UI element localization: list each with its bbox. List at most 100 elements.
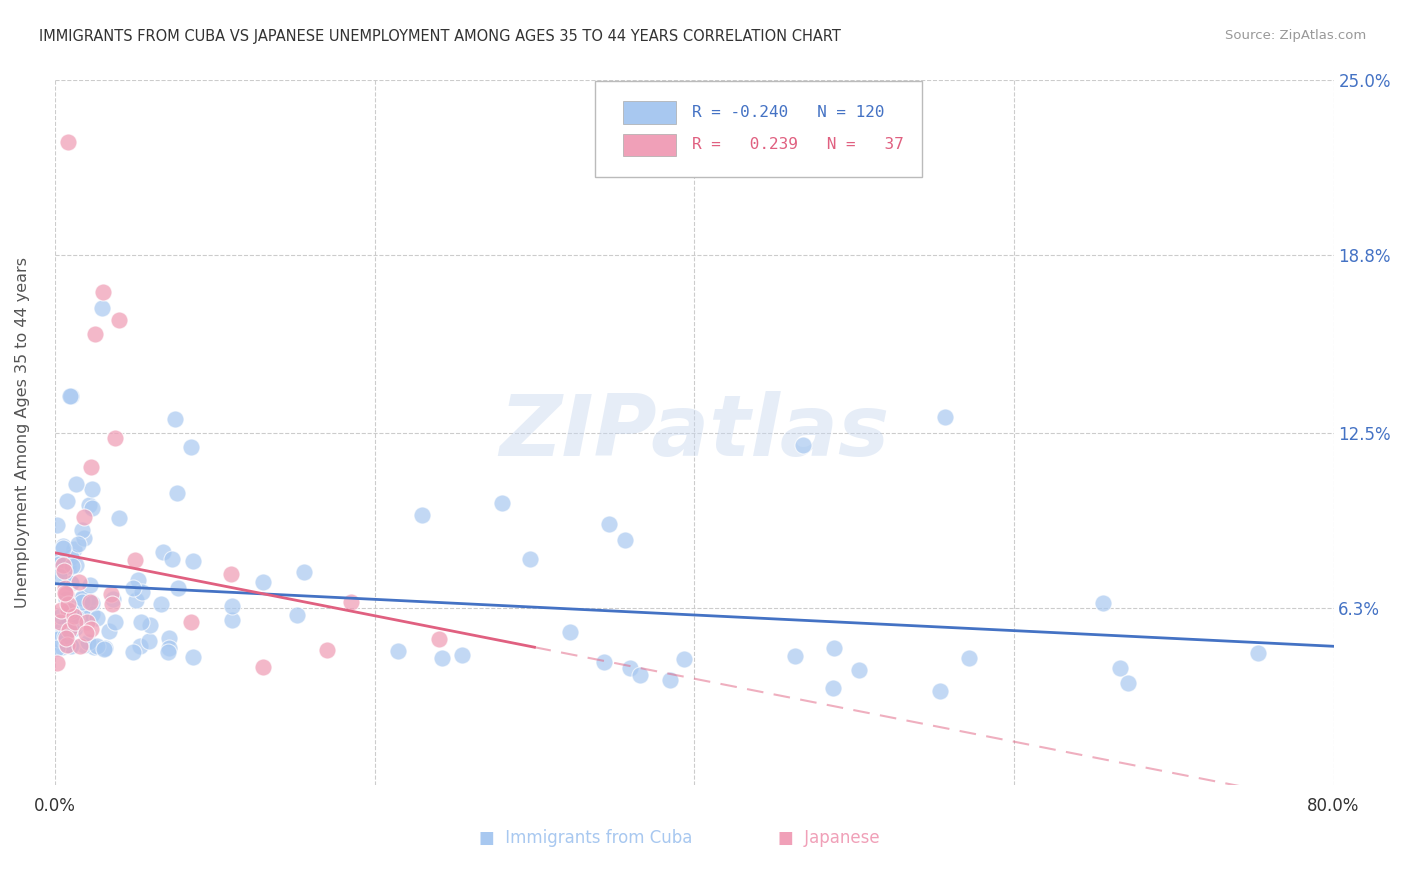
Immigrants from Cuba [77, 635, 100, 649]
Japanese [84, 326, 107, 341]
Japanese [108, 313, 131, 327]
Immigrants from Cuba [73, 531, 96, 545]
Immigrants from Cuba [79, 577, 101, 591]
Immigrants from Cuba [1109, 661, 1132, 675]
Immigrants from Cuba [221, 613, 243, 627]
Immigrants from Cuba [430, 651, 453, 665]
Immigrants from Cuba [180, 440, 202, 454]
Japanese [252, 660, 274, 674]
Japanese [100, 586, 122, 600]
Immigrants from Cuba [48, 568, 70, 582]
Japanese [76, 615, 98, 629]
Immigrants from Cuba [823, 640, 845, 655]
FancyBboxPatch shape [595, 81, 922, 178]
Immigrants from Cuba [49, 629, 72, 643]
Japanese [124, 552, 146, 566]
Text: IMMIGRANTS FROM CUBA VS JAPANESE UNEMPLOYMENT AMONG AGES 35 TO 44 YEARS CORRELAT: IMMIGRANTS FROM CUBA VS JAPANESE UNEMPLO… [39, 29, 841, 44]
Immigrants from Cuba [125, 593, 148, 607]
Immigrants from Cuba [387, 644, 409, 658]
Japanese [53, 586, 76, 600]
Immigrants from Cuba [131, 585, 153, 599]
Japanese [63, 609, 86, 624]
Immigrants from Cuba [59, 576, 82, 591]
Immigrants from Cuba [592, 655, 614, 669]
Immigrants from Cuba [221, 599, 243, 614]
Japanese [104, 431, 127, 445]
Immigrants from Cuba [108, 510, 131, 524]
Immigrants from Cuba [157, 640, 180, 655]
FancyBboxPatch shape [623, 134, 676, 156]
Immigrants from Cuba [53, 566, 76, 581]
Japanese [63, 615, 86, 629]
Japanese [67, 575, 90, 590]
Immigrants from Cuba [70, 523, 93, 537]
Immigrants from Cuba [619, 660, 641, 674]
Immigrants from Cuba [101, 591, 124, 606]
Japanese [79, 595, 101, 609]
Japanese [80, 622, 103, 636]
Japanese [49, 615, 72, 629]
Immigrants from Cuba [129, 615, 152, 629]
Japanese [75, 625, 97, 640]
Japanese [219, 566, 242, 581]
Immigrants from Cuba [55, 635, 77, 649]
Immigrants from Cuba [957, 650, 980, 665]
Immigrants from Cuba [150, 598, 173, 612]
Immigrants from Cuba [928, 684, 950, 698]
Immigrants from Cuba [91, 301, 114, 316]
Immigrants from Cuba [252, 575, 274, 590]
Immigrants from Cuba [183, 649, 205, 664]
Immigrants from Cuba [52, 541, 75, 555]
Immigrants from Cuba [63, 541, 86, 556]
Japanese [101, 597, 124, 611]
Immigrants from Cuba [45, 518, 67, 533]
Immigrants from Cuba [55, 557, 77, 571]
Immigrants from Cuba [72, 608, 94, 623]
Immigrants from Cuba [628, 667, 651, 681]
Immigrants from Cuba [46, 632, 69, 646]
Immigrants from Cuba [450, 648, 472, 662]
Japanese [52, 558, 75, 573]
Japanese [53, 581, 76, 595]
Immigrants from Cuba [138, 634, 160, 648]
Immigrants from Cuba [73, 639, 96, 653]
Japanese [56, 603, 79, 617]
Immigrants from Cuba [49, 608, 72, 623]
Immigrants from Cuba [65, 558, 87, 572]
Japanese [55, 586, 77, 600]
Immigrants from Cuba [491, 496, 513, 510]
Immigrants from Cuba [80, 482, 103, 496]
Immigrants from Cuba [59, 388, 82, 402]
Immigrants from Cuba [79, 499, 101, 513]
Japanese [56, 638, 79, 652]
Immigrants from Cuba [98, 624, 121, 638]
Immigrants from Cuba [285, 607, 308, 622]
Immigrants from Cuba [560, 624, 582, 639]
Text: Source: ZipAtlas.com: Source: ZipAtlas.com [1226, 29, 1367, 42]
Immigrants from Cuba [94, 640, 117, 655]
Japanese [73, 510, 96, 524]
Immigrants from Cuba [77, 593, 100, 607]
Immigrants from Cuba [167, 581, 190, 595]
Immigrants from Cuba [59, 639, 82, 653]
Text: ■  Immigrants from Cuba: ■ Immigrants from Cuba [479, 830, 692, 847]
Immigrants from Cuba [63, 618, 86, 632]
Immigrants from Cuba [166, 486, 188, 500]
FancyBboxPatch shape [623, 101, 676, 124]
Immigrants from Cuba [157, 631, 180, 645]
Immigrants from Cuba [128, 640, 150, 654]
Immigrants from Cuba [122, 645, 145, 659]
Immigrants from Cuba [48, 557, 70, 571]
Japanese [315, 643, 337, 657]
Immigrants from Cuba [292, 565, 315, 579]
Immigrants from Cuba [56, 494, 79, 508]
Immigrants from Cuba [63, 621, 86, 635]
Immigrants from Cuba [1091, 596, 1114, 610]
Text: R =   0.239   N =   37: R = 0.239 N = 37 [692, 137, 904, 153]
Immigrants from Cuba [66, 595, 89, 609]
Japanese [69, 639, 91, 653]
Immigrants from Cuba [63, 607, 86, 622]
Immigrants from Cuba [823, 681, 845, 696]
Immigrants from Cuba [53, 629, 76, 643]
Japanese [56, 135, 79, 149]
